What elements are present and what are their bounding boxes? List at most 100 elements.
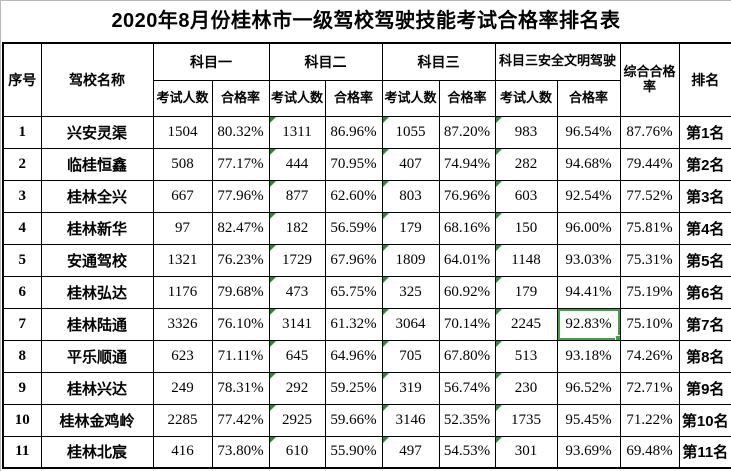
cell-overall[interactable]: 79.44% [619,147,680,181]
cell-s1_rate[interactable]: 78.31% [211,371,270,405]
cell-no[interactable]: 5 [2,243,42,277]
cell-s1_rate[interactable]: 79.68% [211,275,270,309]
header-s1-pass-rate[interactable]: 合格率 [211,79,270,117]
cell-s3_count[interactable]: 325 [381,275,440,309]
cell-s1_rate[interactable]: 76.10% [211,307,270,341]
cell-s3safe_rate[interactable]: 93.18% [556,339,621,373]
cell-school[interactable]: 平乐顺通 [40,339,154,373]
cell-s2_rate[interactable]: 86.96% [324,115,383,149]
cell-s2_count[interactable]: 182 [268,211,326,245]
cell-s2_count[interactable]: 2925 [268,403,326,437]
cell-s3safe_rate[interactable]: 96.00% [556,211,621,245]
cell-school[interactable]: 安通驾校 [40,243,154,277]
cell-s1_rate[interactable]: 76.23% [211,243,270,277]
header-subject2[interactable]: 科目二 [268,42,383,81]
cell-school[interactable]: 兴安灵渠 [40,115,154,149]
cell-school[interactable]: 桂林陆通 [40,307,154,341]
cell-no[interactable]: 4 [2,211,42,245]
cell-school[interactable]: 临桂恒鑫 [40,147,154,181]
header-s2-pass-rate[interactable]: 合格率 [324,79,383,117]
cell-s2_count[interactable]: 473 [268,275,326,309]
cell-rank[interactable]: 第11名 [678,435,731,469]
header-subject3[interactable]: 科目三 [381,42,496,81]
cell-s3safe_rate[interactable]: 92.54% [556,179,621,213]
cell-no[interactable]: 1 [2,115,42,149]
header-subject3-safety[interactable]: 科目三安全文明驾驶 [494,42,621,81]
cell-s2_rate[interactable]: 59.25% [324,371,383,405]
cell-s1_count[interactable]: 508 [152,147,213,181]
cell-s3safe_count[interactable]: 1148 [494,243,558,277]
cell-s1_count[interactable]: 1321 [152,243,213,277]
cell-s3safe_count[interactable]: 282 [494,147,558,181]
cell-s3_rate[interactable]: 60.92% [438,275,496,309]
cell-school[interactable]: 桂林新华 [40,211,154,245]
cell-s3safe_count[interactable]: 230 [494,371,558,405]
page-title[interactable]: 2020年8月份桂林市一级驾校驾驶技能考试合格率排名表 [111,10,621,32]
cell-s2_count[interactable]: 3141 [268,307,326,341]
cell-s3safe_count[interactable]: 150 [494,211,558,245]
cell-s1_rate[interactable]: 77.42% [211,403,270,437]
cell-rank[interactable]: 第6名 [678,275,731,309]
cell-s3safe_count[interactable]: 2245 [494,307,558,341]
cell-rank[interactable]: 第4名 [678,211,731,245]
cell-s2_rate[interactable]: 62.60% [324,179,383,213]
cell-s2_rate[interactable]: 56.59% [324,211,383,245]
cell-s2_rate[interactable]: 64.96% [324,339,383,373]
cell-overall[interactable]: 75.31% [619,243,680,277]
cell-s2_count[interactable]: 610 [268,435,326,469]
cell-s2_count[interactable]: 444 [268,147,326,181]
cell-s3safe_rate[interactable]: 94.68% [556,147,621,181]
cell-s3_count[interactable]: 179 [381,211,440,245]
cell-s1_count[interactable]: 249 [152,371,213,405]
cell-s3safe_rate[interactable]: 93.03% [556,243,621,277]
cell-s2_rate[interactable]: 59.66% [324,403,383,437]
cell-s1_count[interactable]: 2285 [152,403,213,437]
header-s3-exam-count[interactable]: 考试人数 [381,79,440,117]
cell-s1_count[interactable]: 416 [152,435,213,469]
cell-s1_rate[interactable]: 73.80% [211,435,270,469]
cell-rank[interactable]: 第1名 [678,115,731,149]
cell-overall[interactable]: 74.26% [619,339,680,373]
cell-rank[interactable]: 第7名 [678,307,731,341]
cell-s2_rate[interactable]: 67.96% [324,243,383,277]
cell-s3_count[interactable]: 3064 [381,307,440,341]
cell-s1_count[interactable]: 3326 [152,307,213,341]
cell-s3_rate[interactable]: 52.35% [438,403,496,437]
cell-s2_rate[interactable]: 65.75% [324,275,383,309]
cell-s3safe_rate[interactable]: 95.45% [556,403,621,437]
cell-s1_count[interactable]: 1176 [152,275,213,309]
cell-no[interactable]: 2 [2,147,42,181]
header-serial[interactable]: 序号 [2,42,42,117]
cell-no[interactable]: 11 [2,435,42,469]
cell-s2_count[interactable]: 292 [268,371,326,405]
cell-no[interactable]: 7 [2,307,42,341]
cell-school[interactable]: 桂林金鸡岭 [40,403,154,437]
cell-s3_rate[interactable]: 76.96% [438,179,496,213]
cell-s3_rate[interactable]: 74.94% [438,147,496,181]
cell-school[interactable]: 桂林弘达 [40,275,154,309]
cell-school[interactable]: 桂林全兴 [40,179,154,213]
cell-s3_rate[interactable]: 54.53% [438,435,496,469]
cell-s3_rate[interactable]: 87.20% [438,115,496,149]
cell-overall[interactable]: 77.52% [619,179,680,213]
cell-s3_count[interactable]: 1055 [381,115,440,149]
cell-s3_rate[interactable]: 64.01% [438,243,496,277]
selection-fill-handle[interactable] [614,334,620,339]
header-rank[interactable]: 排名 [678,42,731,117]
cell-overall[interactable]: 87.76% [619,115,680,149]
cell-no[interactable]: 9 [2,371,42,405]
cell-s1_count[interactable]: 1504 [152,115,213,149]
cell-s2_count[interactable]: 645 [268,339,326,373]
cell-rank[interactable]: 第8名 [678,339,731,373]
cell-s3_rate[interactable]: 70.14% [438,307,496,341]
cell-overall[interactable]: 69.48% [619,435,680,469]
cell-s2_count[interactable]: 1729 [268,243,326,277]
cell-no[interactable]: 8 [2,339,42,373]
cell-s3_count[interactable]: 319 [381,371,440,405]
cell-no[interactable]: 10 [2,403,42,437]
cell-s3safe_rate[interactable]: 93.69% [556,435,621,469]
cell-overall[interactable]: 75.19% [619,275,680,309]
cell-s2_count[interactable]: 877 [268,179,326,213]
cell-s3_count[interactable]: 705 [381,339,440,373]
header-overall-rate[interactable]: 综合合格率 [619,42,680,117]
